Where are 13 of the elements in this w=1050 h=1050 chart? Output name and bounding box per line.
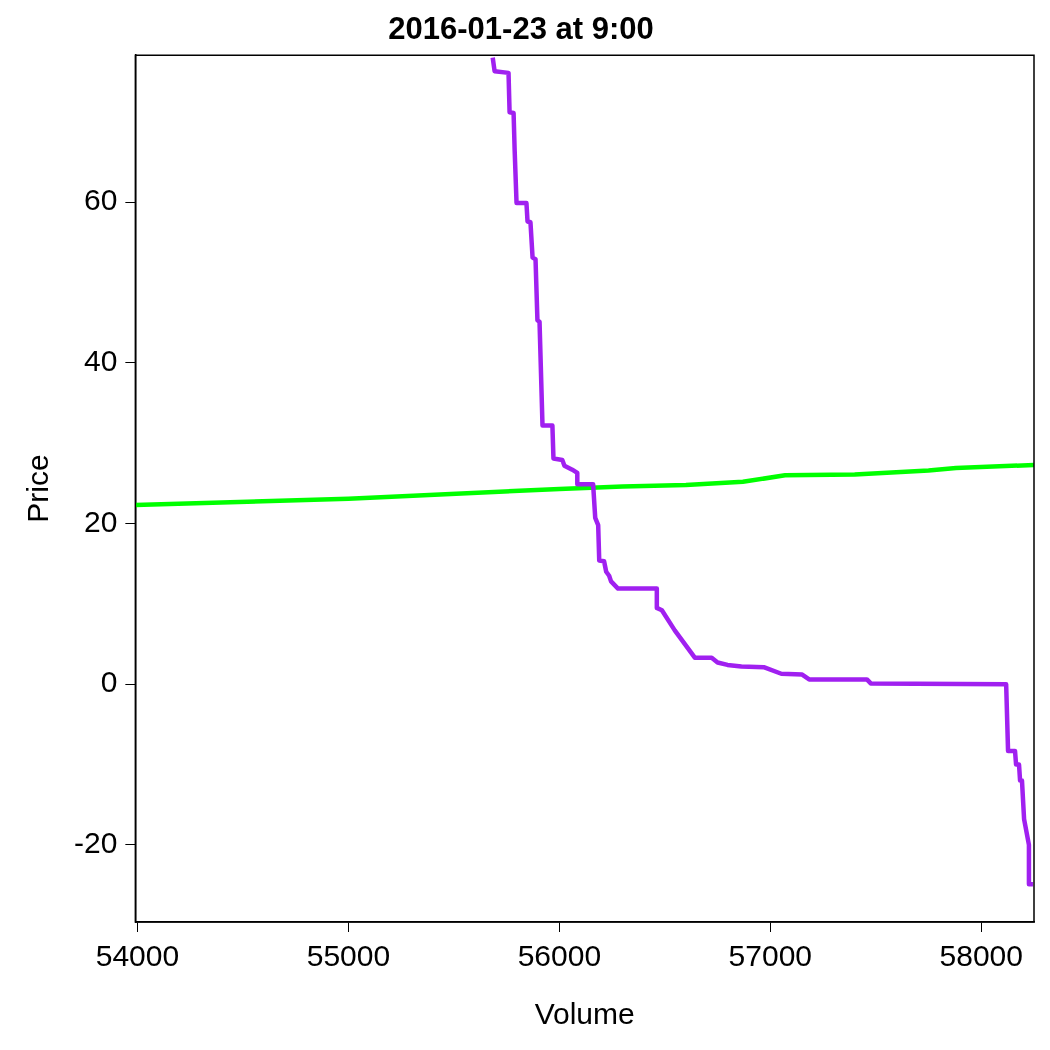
y-tick-label: 20: [83, 504, 118, 538]
x-axis-title: Volume: [534, 997, 635, 1031]
chart-title: 2016-01-23 at 9:00: [388, 11, 654, 47]
y-tick-label: 0: [100, 665, 118, 699]
x-tick-label: 57000: [728, 939, 813, 973]
y-tick-label: 60: [83, 183, 118, 217]
y-tick-label: -20: [74, 826, 118, 860]
y-tick-label: 40: [83, 344, 118, 378]
x-tick-label: 54000: [95, 939, 180, 973]
x-tick-label: 58000: [939, 939, 1023, 973]
x-tick-label: 56000: [517, 939, 602, 973]
x-tick-label: 55000: [306, 939, 391, 973]
y-axis-title: Price: [21, 454, 55, 523]
